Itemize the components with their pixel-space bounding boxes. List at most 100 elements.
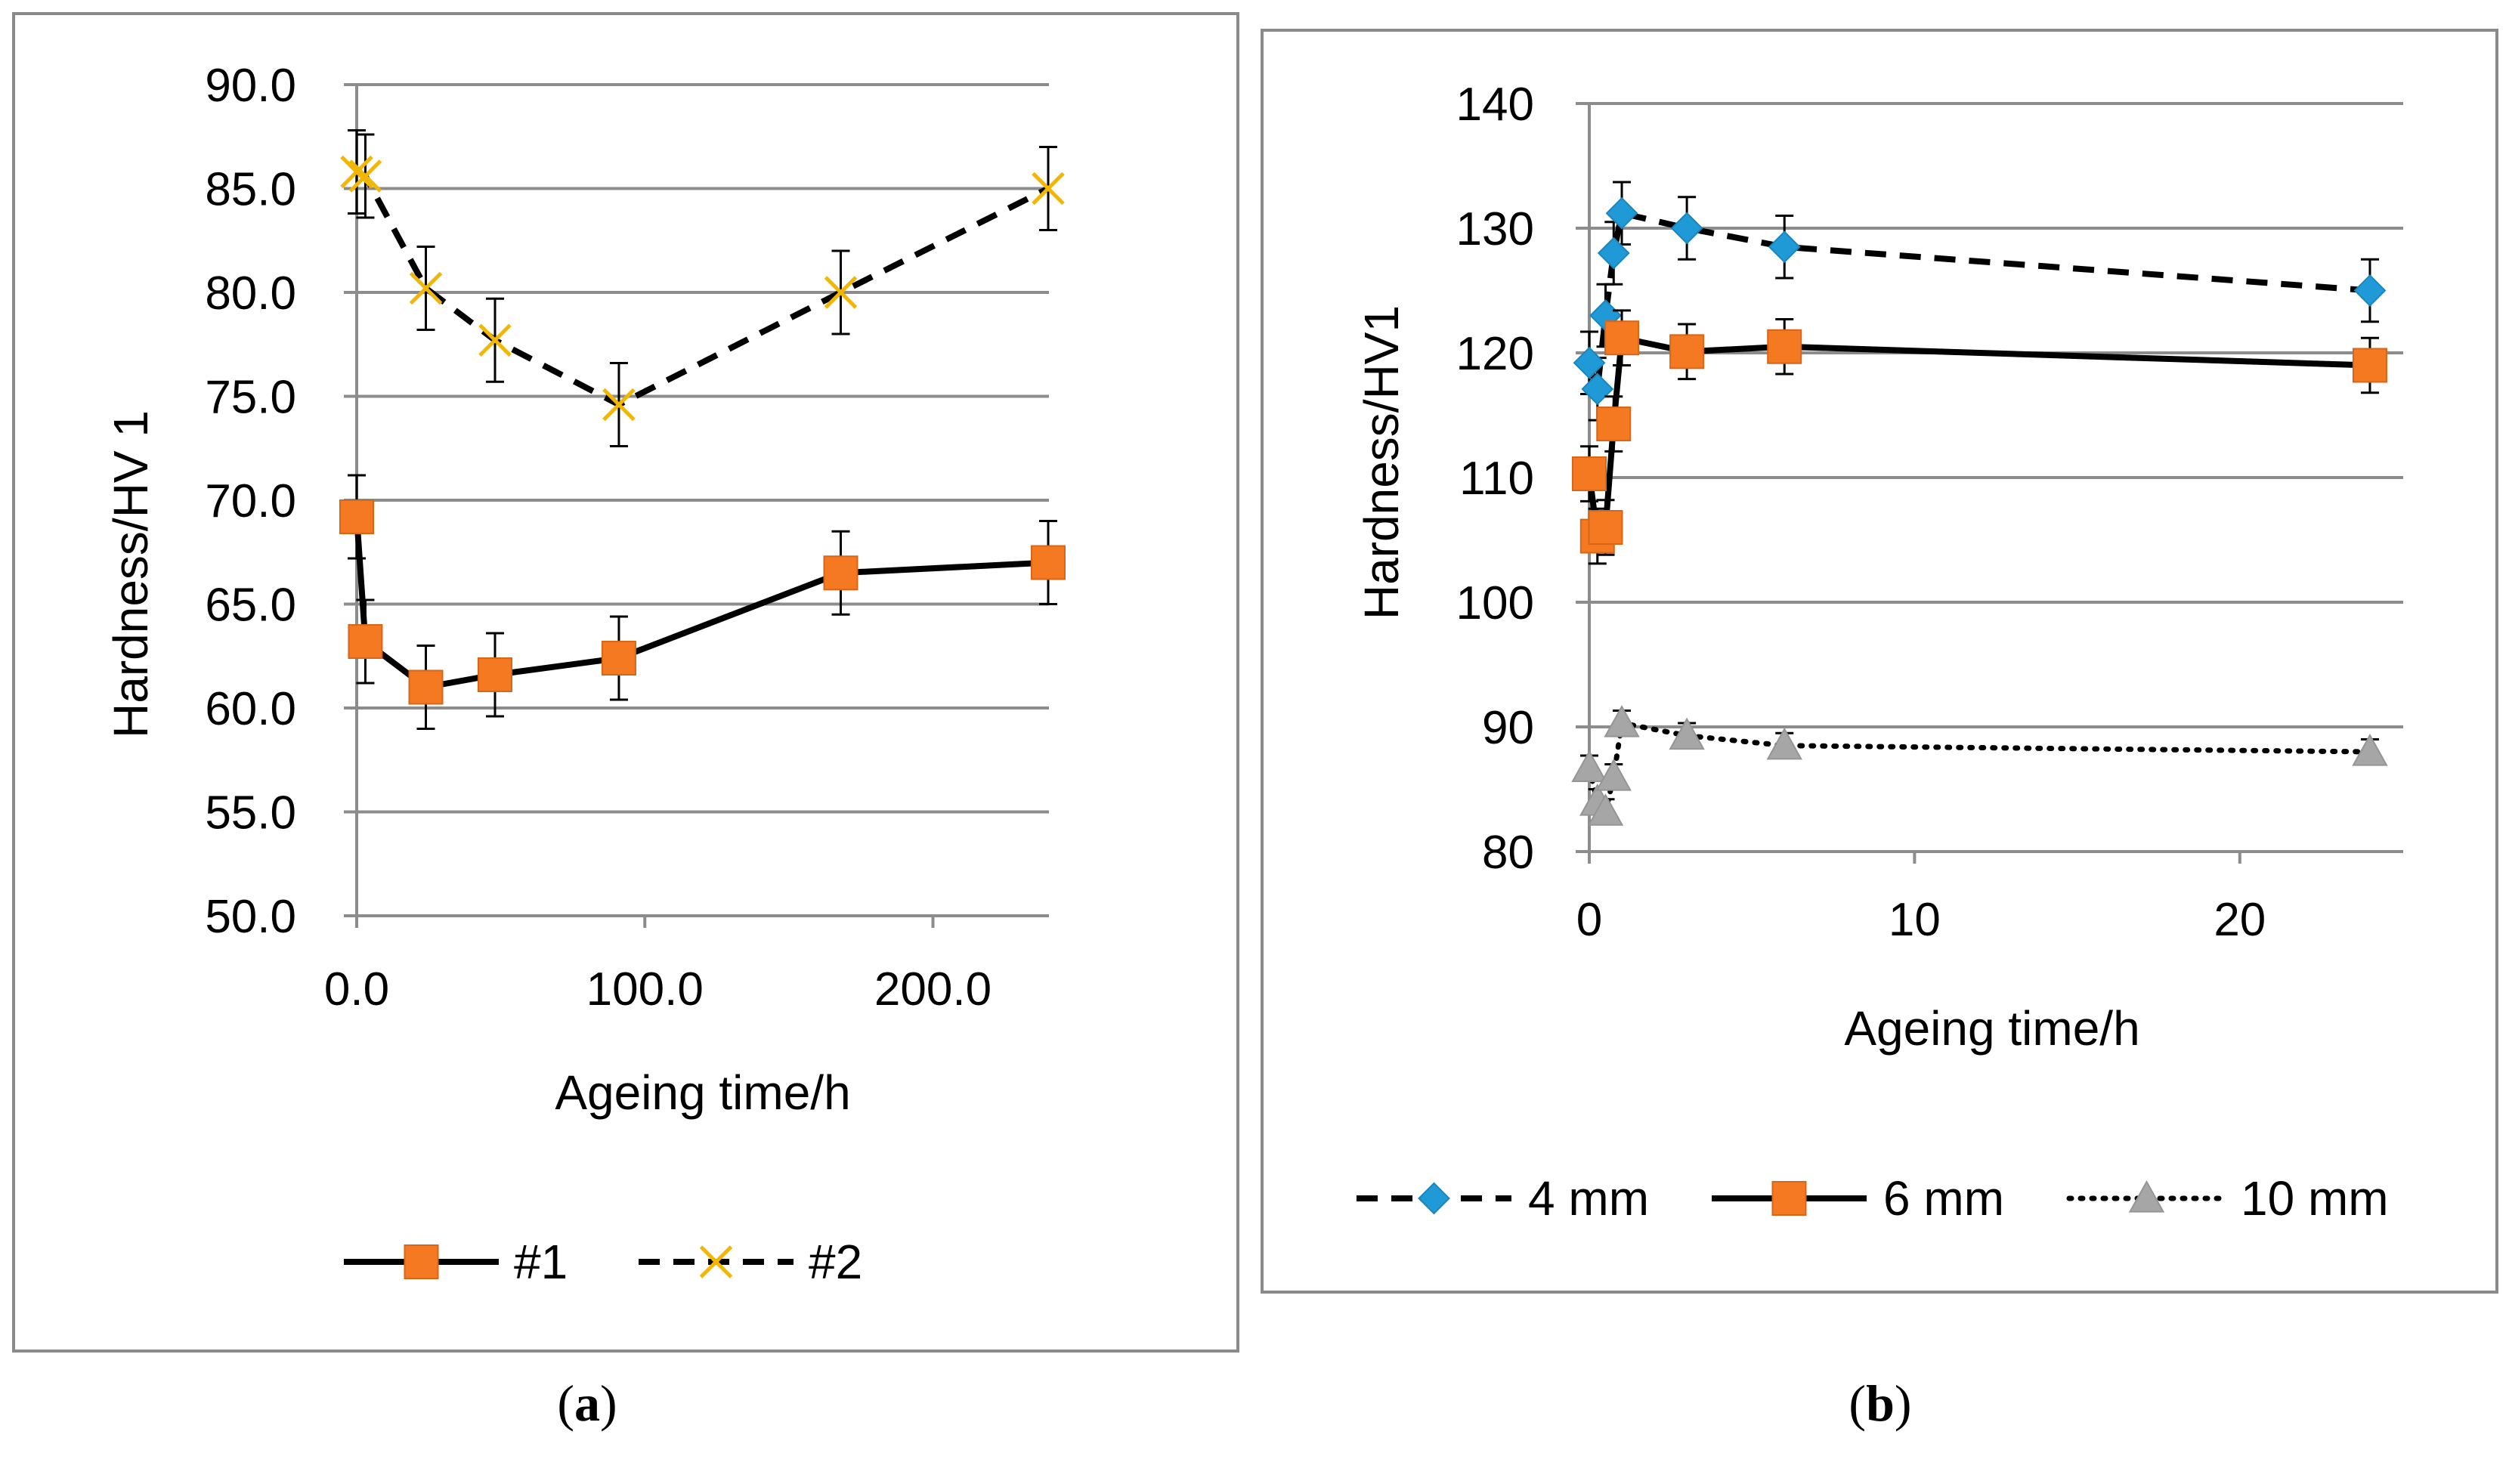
a-series-1-point-5-stroke-2	[824, 276, 858, 309]
panel-a: 50.0 55.0 60.0 65.0 70.0 75.0 80.0 85.0 90.0 0.0 1…	[12, 12, 1239, 1353]
a-series-0-point-2	[408, 669, 444, 705]
a-series-1-point-4-stroke-2	[602, 388, 636, 422]
a-series-1-point-1	[348, 159, 382, 193]
panel-b-frame	[1261, 29, 2498, 1294]
panel-a-xlabel: Ageing time/h	[555, 1065, 850, 1120]
b-xtick-label-0: 0	[1576, 894, 1602, 946]
panel-a-gridlines	[344, 83, 1049, 928]
b-series-1-point-6	[1767, 329, 1802, 364]
b-series-0-point-3	[1597, 237, 1630, 270]
a-series-1	[340, 129, 1065, 447]
panel-b-ylabel: Hardness/HV1	[1354, 305, 1409, 620]
panel-b-legend: 4 mm 6 mm 10 mm	[1357, 1171, 2389, 1226]
panel-a-tick-labels: 50.0 55.0 60.0 65.0 70.0 75.0 80.0 85.0 90.0 0.0 1…	[205, 60, 992, 1016]
a-ytick-label-2: 60.0	[205, 683, 296, 735]
a-series-1-point-2-stroke-2	[409, 271, 443, 305]
panel-a-legend: #1 #2	[344, 1235, 862, 1289]
a-legend-1-label: #2	[809, 1235, 862, 1289]
a-legend-1-marker	[699, 1245, 733, 1278]
b-ytick-label-1: 90	[1482, 702, 1534, 754]
b-series-0-point-5	[1670, 212, 1703, 245]
b-series-2	[1571, 704, 2388, 826]
b-xtick-label-1: 10	[1889, 894, 1941, 946]
a-series-1-point-6	[1032, 172, 1065, 206]
b-series-2-point-6	[1766, 727, 1802, 760]
b-legend-2-marker	[2128, 1179, 2165, 1213]
a-series-1-point-0-stroke-2	[340, 155, 373, 189]
b-series-0-point-0	[1573, 346, 1606, 379]
b-legend-1-label: 6 mm	[1883, 1171, 2004, 1226]
b-legend-entry-0: 4 mm	[1357, 1171, 1649, 1226]
b-ytick-label-6: 140	[1456, 79, 1534, 131]
b-series-1-point-5	[1669, 334, 1705, 369]
a-series-0	[339, 474, 1066, 730]
b-series-2-point-7	[2352, 733, 2388, 766]
b-legend-1-marker	[1771, 1181, 1807, 1216]
b-ytick-label-2: 100	[1456, 577, 1534, 629]
a-series-1-point-3-stroke-2	[478, 323, 512, 357]
a-series-0-point-6	[1031, 545, 1066, 580]
b-xtick-label-2: 20	[2214, 894, 2266, 946]
a-ytick-label-7: 85.0	[205, 164, 296, 216]
a-series-1-point-5	[824, 276, 858, 309]
a-series-0-point-0	[339, 499, 374, 534]
a-ytick-label-4: 70.0	[205, 475, 296, 527]
b-legend-entry-2: 10 mm	[2066, 1171, 2389, 1226]
b-legend-entry-1: 6 mm	[1712, 1171, 2004, 1226]
panel-a-ylabel: Hardness/HV 1	[104, 410, 158, 738]
b-ytick-label-5: 130	[1456, 203, 1534, 255]
b-series-2-point-0	[1571, 750, 1607, 783]
a-series-1-point-3	[478, 323, 512, 357]
a-series-1-point-2	[409, 271, 443, 305]
a-series-1-point-6-stroke-2	[1032, 172, 1065, 206]
a-legend-0-label: #1	[514, 1235, 568, 1289]
a-xtick-label-0: 0.0	[324, 963, 389, 1016]
a-series-1-point-1-stroke-2	[348, 159, 382, 193]
b-series-0-point-7	[2353, 274, 2387, 307]
a-ytick-label-3: 65.0	[205, 580, 296, 632]
caption-b: (b)	[1848, 1374, 1911, 1432]
a-ytick-label-1: 55.0	[205, 787, 296, 839]
a-ytick-label-5: 75.0	[205, 372, 296, 424]
a-xtick-label-1: 100.0	[586, 963, 704, 1016]
b-ytick-label-0: 80	[1482, 827, 1534, 879]
b-series-1-point-4	[1604, 320, 1640, 356]
b-series-1-point-0	[1572, 456, 1607, 492]
b-series-2-point-3	[1595, 758, 1632, 791]
panel-b-xlabel: Ageing time/h	[1844, 1001, 2139, 1056]
a-ytick-label-6: 80.0	[205, 267, 296, 320]
a-series-0-point-3	[478, 657, 512, 692]
a-legend-entry-1: #2	[639, 1235, 862, 1289]
a-legend-entry-0: #1	[344, 1235, 568, 1289]
a-series-0-point-1	[348, 624, 383, 659]
b-legend-0-marker	[1418, 1182, 1450, 1215]
a-series-1-point-4	[602, 388, 636, 422]
a-ytick-label-0: 50.0	[205, 891, 296, 943]
b-series-1-point-2	[1588, 510, 1623, 545]
b-series-1-point-3	[1596, 407, 1632, 442]
panel-a-frame	[12, 12, 1239, 1353]
b-series-2-point-2	[1587, 793, 1624, 826]
b-series-0-point-4	[1605, 196, 1638, 230]
caption-a-letter: a	[574, 1374, 600, 1432]
b-legend-2-label: 10 mm	[2241, 1171, 2389, 1226]
b-series-0-point-6	[1768, 230, 1801, 264]
panel-b-tick-labels: 80 90 100 110 120 130 140 0 10 20	[1456, 79, 2266, 946]
b-series-1-point-7	[2352, 348, 2387, 383]
caption-a: (a)	[557, 1374, 617, 1432]
a-ytick-label-8: 90.0	[205, 60, 296, 112]
a-legend-1-marker-stroke-2	[699, 1245, 733, 1278]
b-series-2-point-5	[1669, 717, 1705, 750]
a-series-0-point-5	[823, 555, 859, 591]
a-legend-0-marker	[404, 1244, 439, 1279]
b-series-1	[1572, 309, 2387, 565]
a-xtick-label-2: 200.0	[874, 963, 992, 1016]
panel-b: 80 90 100 110 120 130 140 0 10 20 Ageing time/h H…	[1261, 29, 2498, 1294]
panel-a-series	[339, 129, 1066, 730]
panel-b-series	[1571, 181, 2388, 826]
b-series-2-point-4	[1604, 704, 1640, 737]
b-legend-0-label: 4 mm	[1528, 1171, 1649, 1226]
b-ytick-label-3: 110	[1459, 453, 1534, 505]
b-ytick-label-4: 120	[1456, 328, 1534, 380]
